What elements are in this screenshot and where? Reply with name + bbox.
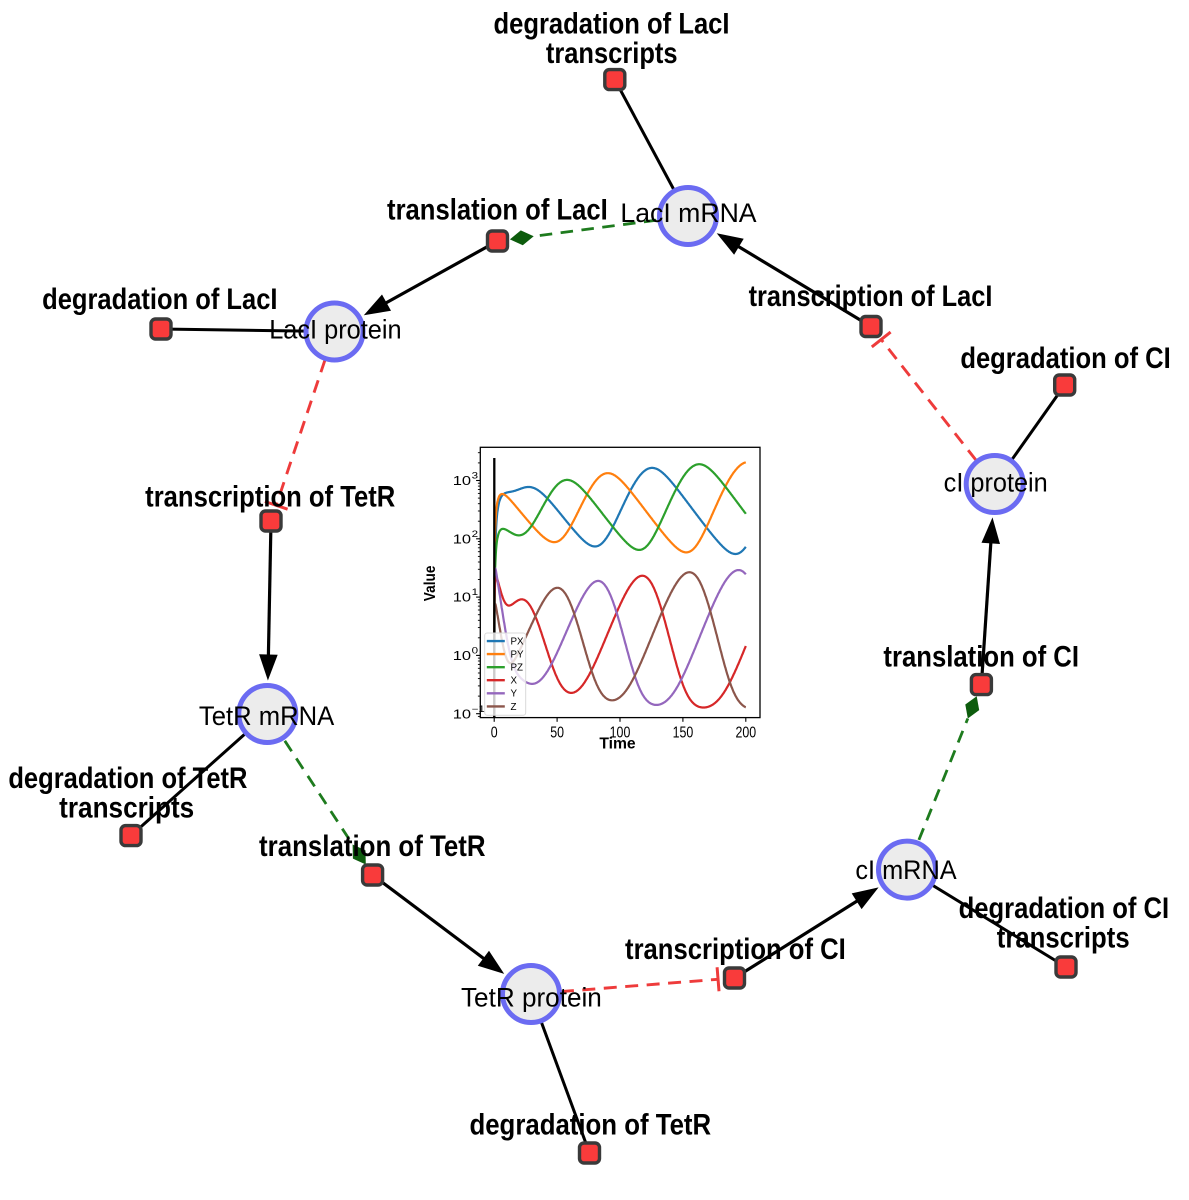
svg-text:transcripts: transcripts: [997, 921, 1130, 954]
svg-text:translation of TetR: translation of TetR: [259, 829, 486, 862]
svg-text:50: 50: [550, 723, 564, 741]
svg-text:150: 150: [673, 723, 694, 741]
svg-text:PZ: PZ: [511, 663, 524, 674]
svg-text:10: 10: [453, 533, 471, 547]
svg-text:degradation of LacI: degradation of LacI: [42, 282, 277, 315]
svg-text:0: 0: [472, 647, 479, 656]
svg-text:10: 10: [453, 708, 471, 722]
svg-text:cI protein: cI protein: [944, 467, 1048, 498]
svg-text:2: 2: [472, 530, 479, 539]
svg-text:degradation of LacI: degradation of LacI: [493, 7, 729, 40]
svg-text:TetR protein: TetR protein: [461, 982, 602, 1012]
svg-text:transcription of CI: transcription of CI: [625, 932, 846, 965]
svg-text:10: 10: [453, 475, 471, 489]
svg-text:cI mRNA: cI mRNA: [855, 854, 957, 885]
svg-text:−1: −1: [472, 705, 486, 714]
svg-text:translation of LacI: translation of LacI: [387, 193, 608, 226]
svg-text:10: 10: [453, 591, 471, 605]
svg-text:TetR mRNA: TetR mRNA: [199, 700, 335, 731]
svg-text:200: 200: [735, 723, 756, 741]
svg-text:3: 3: [472, 472, 479, 481]
svg-text:degradation of TetR: degradation of TetR: [469, 1108, 711, 1141]
svg-text:10: 10: [453, 650, 471, 664]
svg-text:100: 100: [610, 723, 631, 741]
svg-text:translation of CI: translation of CI: [883, 640, 1079, 673]
svg-text:0: 0: [491, 723, 498, 741]
svg-text:transcription of LacI: transcription of LacI: [749, 279, 993, 312]
svg-text:transcription of TetR: transcription of TetR: [145, 480, 395, 513]
svg-text:degradation of TetR: degradation of TetR: [8, 761, 247, 794]
svg-text:Y: Y: [511, 689, 518, 700]
svg-text:Value: Value: [422, 566, 439, 602]
svg-text:transcripts: transcripts: [59, 791, 194, 824]
svg-text:degradation of CI: degradation of CI: [960, 341, 1170, 374]
svg-text:LacI mRNA: LacI mRNA: [620, 198, 756, 228]
svg-text:PX: PX: [511, 637, 525, 648]
svg-text:transcripts: transcripts: [546, 36, 678, 69]
svg-text:1: 1: [472, 588, 479, 597]
svg-text:LacI protein: LacI protein: [269, 314, 401, 345]
svg-text:degradation of CI: degradation of CI: [959, 891, 1169, 924]
svg-text:Z: Z: [511, 702, 517, 713]
svg-text:PY: PY: [511, 650, 525, 661]
svg-text:Time: Time: [599, 736, 636, 753]
svg-text:X: X: [511, 676, 518, 687]
